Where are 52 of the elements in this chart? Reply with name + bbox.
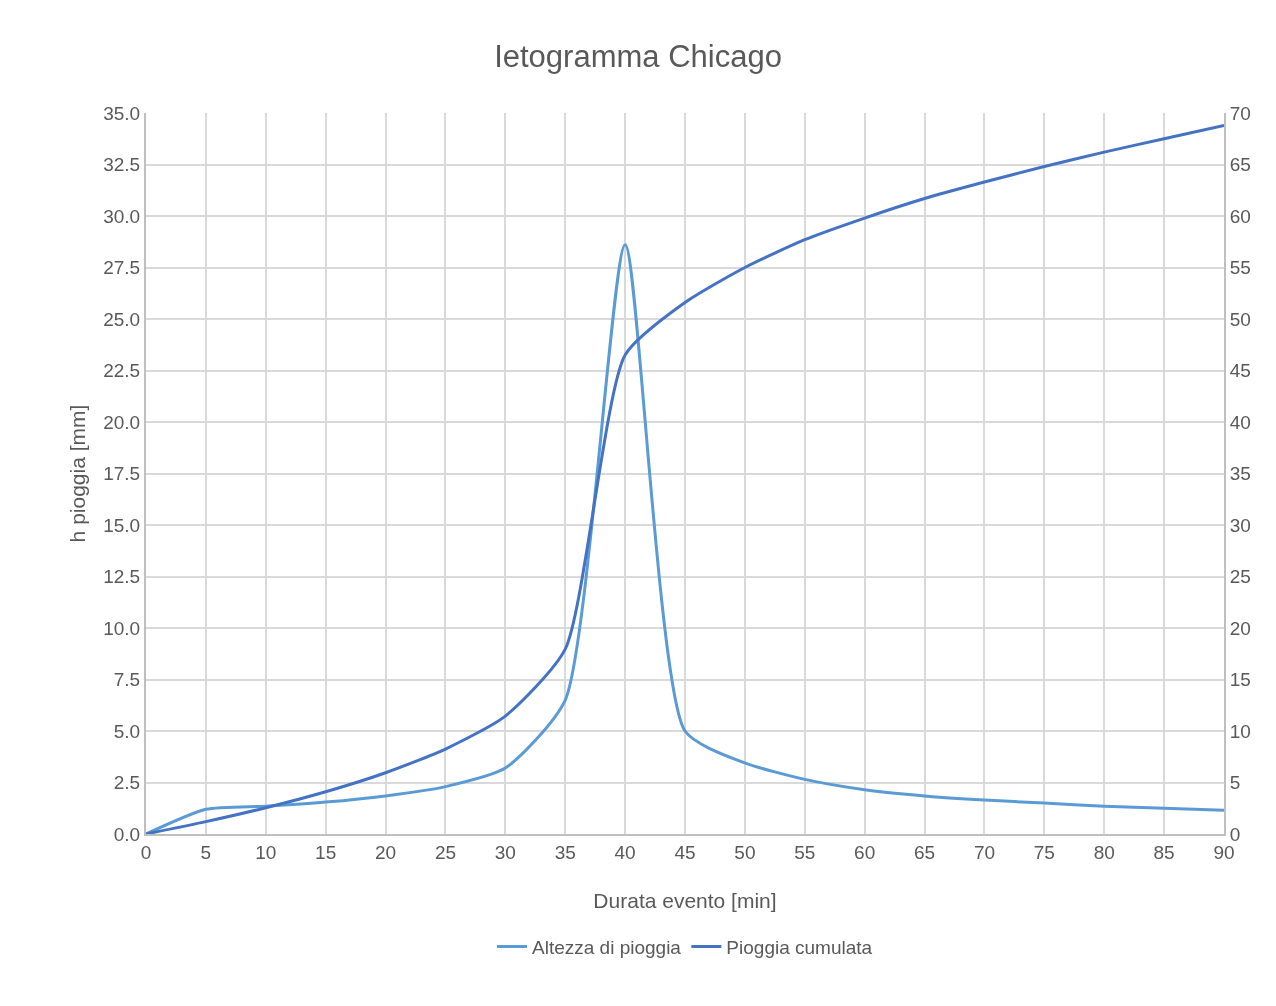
x-tick-label: 45	[674, 841, 696, 863]
y2-tick-label: 30	[1229, 514, 1251, 536]
x-tick-label: 70	[973, 841, 996, 863]
y-axis-title: h pioggia [mm]	[65, 404, 89, 543]
y2-tick-label: 65	[1229, 154, 1251, 176]
y2-tick-label: 5	[1229, 772, 1241, 794]
y2-tick-label: 70	[1229, 102, 1251, 124]
y-tick-label: 27.5	[103, 257, 141, 279]
legend-label: Altezza di pioggia	[532, 936, 682, 958]
x-tick-label: 15	[315, 841, 337, 863]
y-tick-label: 25.0	[103, 308, 141, 330]
x-tick-label: 0	[140, 841, 152, 863]
x-tick-label: 10	[255, 841, 277, 863]
y2-tick-label: 45	[1229, 360, 1251, 382]
y-tick-label: 20.0	[103, 411, 141, 433]
x-axis-title: Durata evento [min]	[593, 889, 777, 912]
y2-tick-label: 40	[1229, 411, 1251, 433]
x-tick-label: 75	[1033, 841, 1055, 863]
x-tick-label: 50	[734, 841, 756, 863]
chart-title: Ietogramma Chicago	[494, 38, 782, 74]
y2-tick-label: 50	[1229, 308, 1251, 330]
y-tick-label: 5.0	[113, 720, 141, 742]
y-tick-label: 0.0	[113, 823, 141, 845]
x-tick-label: 35	[554, 841, 576, 863]
y-tick-label: 12.5	[103, 566, 141, 588]
legend-label: Pioggia cumulata	[726, 936, 873, 958]
x-tick-label: 65	[913, 841, 936, 863]
y-tick-label: 17.5	[103, 463, 141, 485]
x-tick-label: 25	[434, 841, 457, 863]
x-tick-label: 80	[1093, 841, 1115, 863]
x-tick-label: 55	[794, 841, 816, 863]
x-tick-label: 5	[200, 841, 212, 863]
y2-tick-label: 10	[1229, 720, 1251, 742]
y2-tick-label: 15	[1229, 669, 1251, 691]
y2-tick-label: 20	[1229, 617, 1251, 639]
x-tick-label: 60	[854, 841, 876, 863]
x-tick-label: 85	[1153, 841, 1175, 863]
y-tick-label: 35.0	[103, 102, 141, 124]
y2-tick-label: 35	[1229, 463, 1251, 485]
y2-tick-label: 60	[1229, 205, 1251, 227]
y2-tick-label: 55	[1229, 257, 1251, 279]
y-tick-label: 22.5	[103, 360, 141, 382]
y-tick-label: 10.0	[103, 617, 141, 639]
y-tick-label: 7.5	[113, 669, 141, 691]
y-tick-label: 30.0	[103, 205, 141, 227]
x-tick-label: 20	[374, 841, 397, 863]
y2-tick-label: 25	[1229, 566, 1251, 588]
y-tick-label: 15.0	[103, 514, 141, 536]
x-tick-label: 40	[614, 841, 636, 863]
y-tick-label: 2.5	[113, 772, 141, 794]
x-tick-label: 30	[494, 841, 516, 863]
y-tick-label: 32.5	[103, 154, 141, 176]
